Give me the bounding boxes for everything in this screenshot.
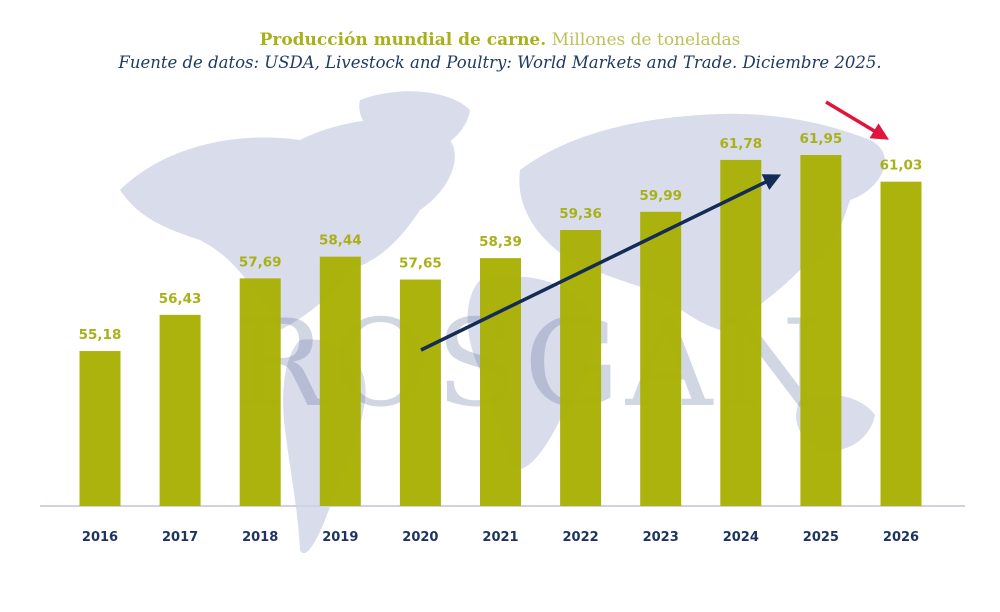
bar-2017 (159, 314, 201, 506)
value-label-2024: 61,78 (719, 136, 762, 152)
x-tick-label-2021: 2021 (482, 530, 518, 545)
bar-2019 (319, 256, 361, 506)
bar-2021 (480, 258, 521, 506)
value-label-2023: 59,99 (639, 188, 682, 204)
value-label-2021: 58,39 (479, 234, 522, 250)
chart-title-units: Millones de toneladas (551, 30, 741, 50)
value-label-2019: 58,44 (319, 233, 362, 249)
map-greenland (359, 91, 470, 153)
value-labels-group: 55,18 56,43 57,69 58,44 57,65 58,39 59,36 59,99… (79, 131, 923, 343)
bar-2022 (560, 230, 602, 506)
decline-arrow-icon (825, 100, 890, 140)
x-tick-label-2016: 2016 (82, 530, 118, 545)
bar-2026 (880, 181, 922, 507)
bar-2025 (800, 155, 842, 506)
value-label-2022: 59,36 (559, 206, 602, 222)
x-tick-label-2026: 2026 (883, 530, 919, 545)
x-tick-label-2022: 2022 (563, 530, 599, 545)
bar-2016 (79, 351, 121, 506)
bar-2023 (640, 211, 682, 506)
x-tick-label-2025: 2025 (803, 530, 839, 545)
bar-2024 (720, 159, 762, 506)
x-tick-labels-group: 2016 2017 2018 2019 2020 2021 2022 2023 2024 2025… (82, 530, 919, 545)
map-europe-asia (519, 113, 885, 330)
value-label-2020: 57,65 (399, 256, 442, 272)
map-north-america (120, 119, 455, 330)
value-label-2018: 57,69 (239, 254, 282, 270)
chart-source-subtitle: Fuente de datos: USDA, Livestock and Pou… (118, 53, 882, 72)
bar-2018 (239, 278, 281, 506)
x-tick-label-2024: 2024 (723, 530, 759, 545)
value-label-2026: 61,03 (880, 158, 923, 174)
value-label-2016: 55,18 (79, 327, 122, 343)
bar-2020 (399, 279, 441, 506)
x-tick-label-2023: 2023 (643, 530, 679, 545)
trend-arrow-icon (420, 174, 782, 352)
x-tick-label-2018: 2018 (242, 530, 278, 545)
value-label-2025: 61,95 (800, 131, 843, 147)
x-tick-label-2019: 2019 (322, 530, 358, 545)
x-tick-label-2017: 2017 (162, 530, 198, 545)
bars-group (79, 155, 922, 507)
chart-title-bold: Producción mundial de carne. (259, 30, 547, 50)
chart-title: Producción mundial de carne. Millones de… (0, 30, 1000, 50)
x-tick-label-2020: 2020 (402, 530, 438, 545)
value-label-2017: 56,43 (159, 291, 202, 307)
